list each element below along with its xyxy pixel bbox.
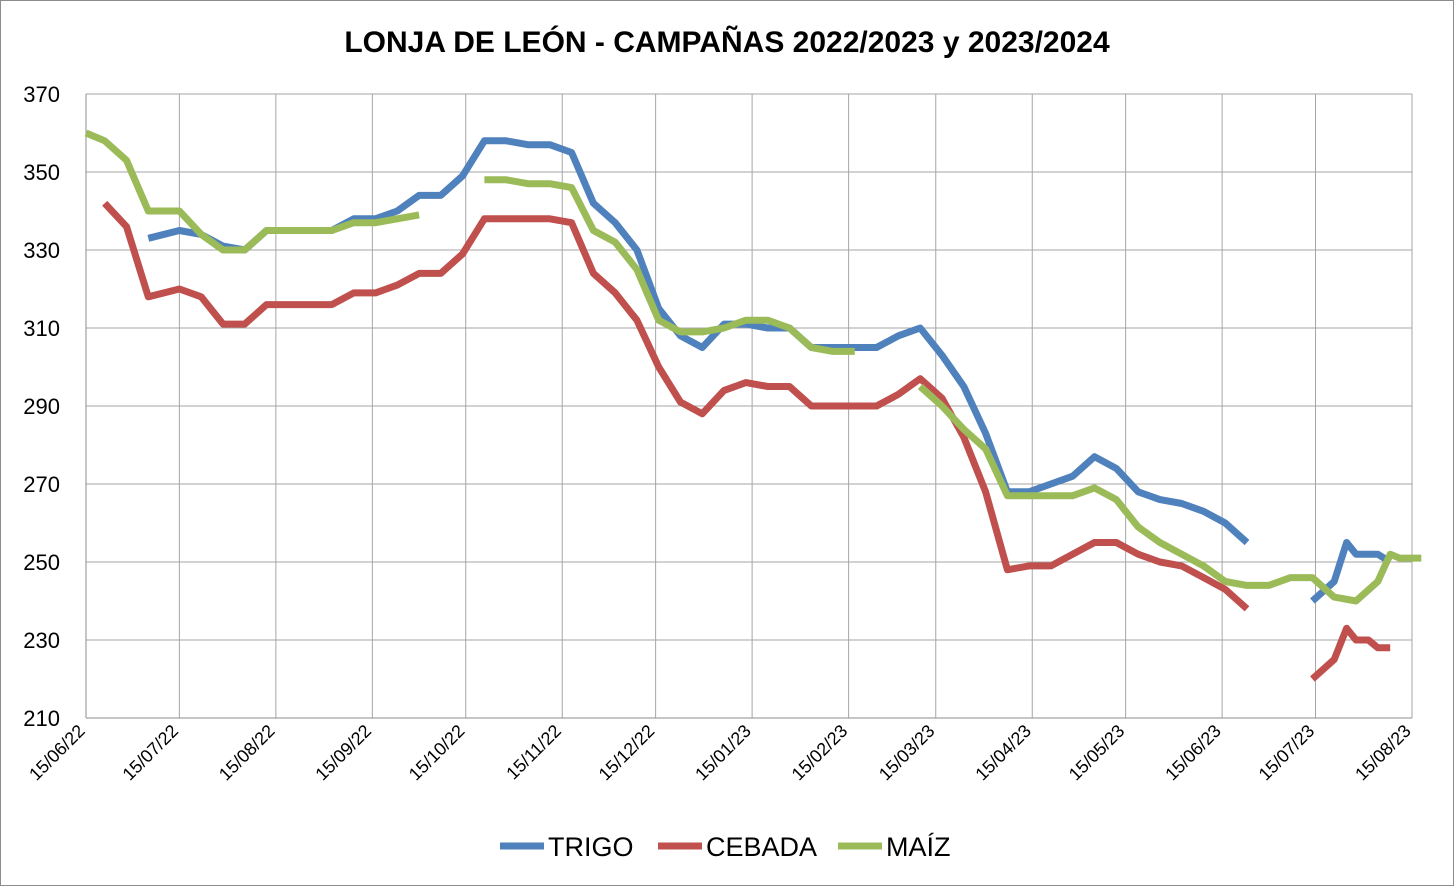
x-tick-label: 15/12/22 <box>595 721 659 785</box>
legend-label-maiz: MAÍZ <box>886 832 951 862</box>
chart-title: LONJA DE LEÓN - CAMPAÑAS 2022/2023 y 202… <box>344 25 1110 59</box>
series-line-cebada-1 <box>102 200 1250 612</box>
y-tick-label: 210 <box>23 706 60 731</box>
series-line-maiz-1 <box>84 129 420 254</box>
y-tick-label: 290 <box>23 394 60 419</box>
y-tick-label: 370 <box>23 82 60 107</box>
series-line-cebada-2 <box>1310 624 1391 682</box>
x-axis-tick-labels: 15/06/22 15/07/22 15/08/22 15/09/22 15/10/22… <box>25 721 1415 785</box>
y-tick-label: 330 <box>23 238 60 263</box>
x-tick-label: 15/10/22 <box>405 721 469 785</box>
x-tick-label: 15/05/23 <box>1065 721 1129 785</box>
y-tick-label: 310 <box>23 316 60 341</box>
x-tick-label: 15/04/23 <box>971 721 1035 785</box>
x-tick-label: 15/08/23 <box>1351 721 1415 785</box>
x-tick-label: 15/02/23 <box>788 721 852 785</box>
x-tick-label: 15/03/23 <box>875 721 939 785</box>
x-tick-label: 15/08/22 <box>215 721 279 785</box>
y-tick-label: 230 <box>23 628 60 653</box>
legend-label-trigo: TRIGO <box>548 832 634 862</box>
x-tick-label: 15/07/23 <box>1255 721 1319 785</box>
x-tick-label: 15/09/22 <box>311 721 375 785</box>
series-lines <box>84 129 1422 682</box>
x-tick-label: 15/11/22 <box>502 721 565 784</box>
x-tick-label: 15/01/23 <box>691 721 755 785</box>
series-line-trigo-2 <box>1310 539 1393 604</box>
y-tick-label: 250 <box>23 550 60 575</box>
series-line-maiz-3 <box>917 383 1422 605</box>
y-tick-label: 270 <box>23 472 60 497</box>
y-axis-tick-labels: 210 230 250 270 290 310 330 350 370 <box>23 82 60 731</box>
legend-label-cebada: CEBADA <box>706 832 817 862</box>
x-tick-label: 15/06/23 <box>1161 721 1225 785</box>
legend: TRIGO CEBADA MAÍZ <box>500 832 951 862</box>
series-line-maiz-2 <box>484 176 855 355</box>
series-line-trigo-1 <box>147 137 1250 546</box>
x-tick-label: 15/07/22 <box>119 721 183 785</box>
y-tick-label: 350 <box>23 160 60 185</box>
grid-lines <box>85 93 1413 719</box>
